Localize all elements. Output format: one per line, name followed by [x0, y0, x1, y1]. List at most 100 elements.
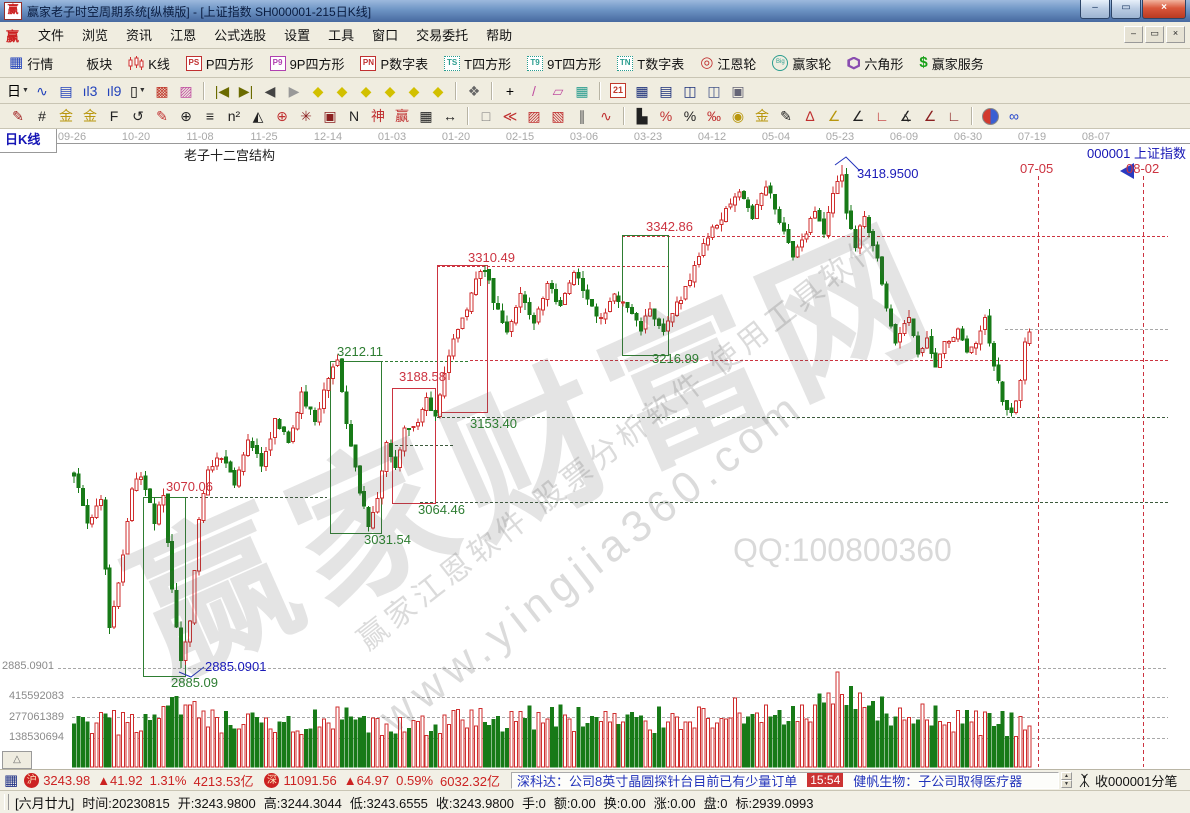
toolbar-winner-wheel-button[interactable]: Big 赢家轮 [769, 52, 834, 75]
diamond-zoomin-button[interactable]: ◆ [403, 81, 425, 101]
flag-tool-button[interactable]: ✎ [7, 106, 29, 126]
toolbar-kline-button[interactable]: K线 [125, 52, 173, 75]
toolbar-p-number-table-button[interactable]: PN P数字表 [357, 52, 431, 75]
golden-gate-h-button[interactable]: 金 [79, 106, 101, 126]
golden-lines-button[interactable]: 金 [751, 106, 773, 126]
menu-item-9[interactable]: 帮助 [486, 28, 513, 43]
save-button[interactable]: ◫ [679, 81, 701, 101]
toolbar-p-square-button[interactable]: PS P四方形 [183, 52, 257, 75]
expand-panel-button[interactable]: △ [2, 751, 32, 769]
f-angle-button[interactable]: ∟ [871, 106, 893, 126]
golden-circle-button[interactable]: ◉ [727, 106, 749, 126]
hatch-box2-button[interactable]: ▧ [547, 106, 569, 126]
ying-gann-button[interactable]: 赢 [391, 106, 413, 126]
toolbar-9t-square-button[interactable]: T9 9T四方形 [524, 52, 604, 75]
n-ticks-button[interactable]: N [343, 106, 365, 126]
mdi-close-button[interactable]: × [1166, 26, 1185, 43]
h-measure-button[interactable]: ↔ [439, 106, 461, 126]
shen-gann-button[interactable]: 神 [367, 106, 389, 126]
percent-button[interactable]: % [679, 106, 701, 126]
speed-angle-button[interactable]: ∡ [895, 106, 917, 126]
bars-9-button[interactable]: ıl9 [103, 81, 125, 101]
gann-circle-button[interactable]: ⊕ [175, 106, 197, 126]
parallel-lines-button[interactable]: ∥ [571, 106, 593, 126]
square-grid-button[interactable]: ▣ [319, 106, 341, 126]
print-button[interactable]: ▣ [727, 81, 749, 101]
info-panel-button[interactable]: ▤ [55, 81, 77, 101]
pan-hand-button[interactable]: ❖ [463, 81, 485, 101]
gold-angle-button[interactable]: ∠ [823, 106, 845, 126]
toolbar-sectors-button[interactable]: 板块 [66, 52, 115, 75]
diamond-hexpand-button[interactable]: ◆ [355, 81, 377, 101]
brush-button[interactable]: ✎ [775, 106, 797, 126]
maximize-button[interactable]: ▭ [1111, 0, 1141, 19]
shape-tool-button[interactable]: ▱ [547, 81, 569, 101]
news-item-2[interactable]: 健帆生物：子公司取得医疗器 [853, 773, 1023, 789]
menu-item-7[interactable]: 窗口 [372, 28, 399, 43]
calendar-button[interactable]: 21 [607, 81, 629, 101]
diamond-zoomout-button[interactable]: ◆ [427, 81, 449, 101]
mdi-minimize-button[interactable]: – [1124, 26, 1143, 43]
menu-item-1[interactable]: 浏览 [82, 28, 109, 43]
bars-3-button[interactable]: ıl3 [79, 81, 101, 101]
candle-style-button[interactable]: ▯ ▼ [127, 81, 149, 101]
tick-feed-label[interactable]: 收000001分笔 [1095, 773, 1178, 789]
menu-item-3[interactable]: 江恩 [170, 28, 197, 43]
toolbar-winner-service-button[interactable]: $ 赢家服务 [916, 52, 986, 75]
candlestick-chart[interactable] [0, 129, 1190, 769]
radial-lines-button[interactable]: ✳ [295, 106, 317, 126]
draw-pencil-button[interactable]: ✎ [151, 106, 173, 126]
ticker-down-button[interactable]: ▼ [1061, 780, 1073, 788]
toolbar-t-number-table-button[interactable]: TN T数字表 [614, 52, 687, 75]
advance-angle-button[interactable]: ∠ [919, 106, 941, 126]
ticker-up-button[interactable]: ▲ [1061, 772, 1073, 780]
fan-lines-button[interactable]: ≪ [499, 106, 521, 126]
prev-page-button[interactable]: ◀ [259, 81, 281, 101]
menu-item-8[interactable]: 交易委托 [416, 28, 469, 43]
angle-mirror-button[interactable]: ◭ [247, 106, 269, 126]
spiral-button[interactable]: ↺ [127, 106, 149, 126]
toolbar-t-square-button[interactable]: TS T四方形 [441, 52, 514, 75]
menu-item-0[interactable]: 文件 [38, 28, 65, 43]
mdi-restore-button[interactable]: ▭ [1145, 26, 1164, 43]
diamond-vexpand-button[interactable]: ◆ [379, 81, 401, 101]
n-square-button[interactable]: n² [223, 106, 245, 126]
infinity-button[interactable]: ∞ [1003, 106, 1025, 126]
diamond-left-button[interactable]: ◆ [307, 81, 329, 101]
news-item-1[interactable]: 深科达：公司8英寸晶圆探针台目前已有少量订单 [517, 773, 798, 789]
period-day-button[interactable]: 日 ▼ [7, 81, 29, 101]
toolbar-hexagon-button[interactable]: 六角形 [844, 52, 906, 75]
toolbar-quotes-button[interactable]: ▦ 行情 [6, 52, 56, 75]
quote-grid-icon[interactable]: ▦ [4, 772, 19, 789]
taiji-button[interactable] [979, 106, 1001, 126]
menu-item-2[interactable]: 资讯 [126, 28, 153, 43]
first-page-button[interactable]: |◀ [211, 81, 233, 101]
histogram-button[interactable]: ▙ [631, 106, 653, 126]
percent-lines-button[interactable]: ‰ [703, 106, 725, 126]
gann-target-button[interactable]: ⊕ [271, 106, 293, 126]
network-button[interactable]: ◫ [703, 81, 725, 101]
j-angle-button[interactable]: ∠ [847, 106, 869, 126]
calculator-button[interactable]: ▦ [631, 81, 653, 101]
next-page-button[interactable]: ▶ [283, 81, 305, 101]
pattern-chart-button[interactable]: ▩ [151, 81, 173, 101]
fibonacci-button[interactable]: F [103, 106, 125, 126]
mosaic-button[interactable]: ▦ [571, 81, 593, 101]
court-angle-button[interactable]: ∟ [943, 106, 965, 126]
notes-button[interactable]: ▤ [655, 81, 677, 101]
golden-gate-v-button[interactable]: 金 [55, 106, 77, 126]
grid-tool-button[interactable]: # [31, 106, 53, 126]
toolbar-gann-wheel-button[interactable]: ◎ 江恩轮 [697, 52, 759, 75]
minimize-button[interactable]: – [1080, 0, 1110, 19]
delta-line-button[interactable]: ∆ [799, 106, 821, 126]
polyline-tool-button[interactable]: / [523, 81, 545, 101]
hatch-box-button[interactable]: ▨ [523, 106, 545, 126]
news-ticker[interactable]: 深科达：公司8英寸晶圆探针台目前已有少量订单 15:54 健帆生物：子公司取得医… [511, 771, 1060, 789]
percent-triangle-button[interactable]: % [655, 106, 677, 126]
trend-chart-button[interactable]: ∿ [31, 81, 53, 101]
last-page-button[interactable]: ▶| [235, 81, 257, 101]
menu-item-4[interactable]: 公式选股 [214, 28, 267, 43]
color-chart-button[interactable]: ▨ [175, 81, 197, 101]
menu-item-6[interactable]: 工具 [328, 28, 355, 43]
grid-123-button[interactable]: ▦ [415, 106, 437, 126]
